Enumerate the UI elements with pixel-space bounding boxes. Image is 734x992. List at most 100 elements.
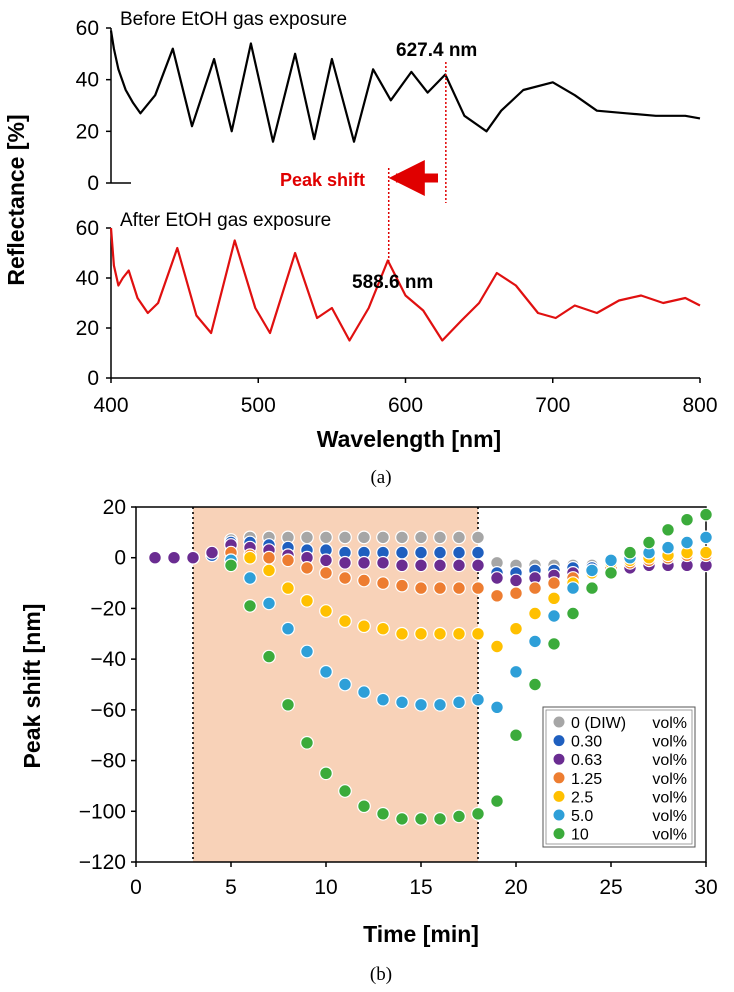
data-point xyxy=(338,555,352,570)
data-point xyxy=(699,530,713,545)
data-point xyxy=(262,649,276,664)
data-point xyxy=(338,571,352,585)
data-point xyxy=(186,550,200,565)
legend: 0 (DIW) vol% 0.30 vol% 0.63 vol% 1.25 vol% 2.5 vo… xyxy=(542,706,696,848)
legend-marker xyxy=(552,715,566,729)
data-point xyxy=(623,545,637,560)
b-x-tick-label: 0 xyxy=(130,876,142,899)
data-point xyxy=(414,530,428,545)
data-point xyxy=(414,697,428,712)
legend-label: 5.0 xyxy=(571,808,593,825)
legend-marker xyxy=(552,771,566,785)
data-point xyxy=(452,530,466,545)
peak-shift-annotation: Peak shift xyxy=(280,170,365,190)
data-point xyxy=(699,545,713,560)
data-point xyxy=(509,573,523,588)
data-point xyxy=(281,621,295,636)
a-y-tick-label: 60 xyxy=(76,17,99,40)
data-point xyxy=(528,581,542,595)
data-point xyxy=(319,664,333,679)
legend-marker xyxy=(552,789,566,803)
data-point xyxy=(300,735,314,750)
data-point xyxy=(452,558,466,573)
data-point xyxy=(243,599,257,613)
data-point xyxy=(490,794,504,808)
data-point xyxy=(452,695,466,710)
data-point xyxy=(376,806,390,821)
b-y-tick-label: −80 xyxy=(90,750,126,773)
data-point xyxy=(319,553,333,568)
a-x-tick-label: 400 xyxy=(93,394,128,417)
after-spectrum-line xyxy=(109,227,701,342)
data-point xyxy=(452,545,466,560)
b-x-tick-label: 25 xyxy=(599,876,622,899)
a-y-tick-label: 0 xyxy=(87,367,99,390)
data-point xyxy=(471,558,485,573)
data-point xyxy=(433,812,447,826)
data-point xyxy=(357,573,371,588)
b-y-tick-label: −100 xyxy=(79,800,126,823)
peak-after-label: 588.6 nm xyxy=(352,272,433,293)
data-point xyxy=(471,530,485,545)
a-y-tick-label: 20 xyxy=(76,317,99,340)
data-point xyxy=(566,606,580,621)
data-point xyxy=(357,555,371,570)
legend-unit: vol% xyxy=(652,752,687,769)
data-point xyxy=(376,555,390,570)
data-point xyxy=(604,553,618,568)
data-point xyxy=(319,530,333,545)
data-point xyxy=(433,581,447,595)
data-point xyxy=(471,581,485,595)
a-y-tick-label: 40 xyxy=(76,267,99,290)
a-x-tick-label: 500 xyxy=(241,394,276,417)
b-y-tick-label: −60 xyxy=(90,699,126,722)
data-point xyxy=(376,621,390,636)
b-y-axis-label: Peak shift [nm] xyxy=(19,604,45,769)
a-x-tick-label: 800 xyxy=(682,394,717,417)
legend-marker xyxy=(552,752,566,766)
data-point xyxy=(338,784,352,798)
legend-marker xyxy=(552,734,566,748)
data-point xyxy=(528,606,542,621)
legend-unit: vol% xyxy=(652,789,687,806)
data-point xyxy=(414,581,428,595)
data-point xyxy=(490,639,504,654)
data-point xyxy=(319,766,333,781)
b-x-tick-label: 5 xyxy=(225,876,237,899)
data-point xyxy=(433,530,447,545)
data-point xyxy=(376,576,390,590)
b-y-tick-label: −40 xyxy=(90,648,126,671)
legend-unit: vol% xyxy=(652,771,687,788)
data-point xyxy=(490,571,504,585)
data-point xyxy=(395,695,409,710)
data-point xyxy=(509,728,523,743)
data-point xyxy=(376,530,390,545)
series-0-63 xyxy=(148,538,713,588)
legend-unit: vol% xyxy=(652,715,687,732)
legend-unit: vol% xyxy=(652,734,687,751)
data-point xyxy=(433,545,447,560)
data-point xyxy=(414,626,428,641)
b-caption: (b) xyxy=(370,964,392,985)
data-point xyxy=(357,685,371,699)
data-point xyxy=(585,563,599,578)
data-point xyxy=(376,692,390,707)
b-y-tick-label: 0 xyxy=(114,547,126,570)
a-x-tick-label: 600 xyxy=(388,394,423,417)
b-x-tick-label: 20 xyxy=(504,876,527,899)
data-point xyxy=(243,550,257,565)
legend-label: 2.5 xyxy=(571,789,593,806)
series-10 xyxy=(224,507,713,826)
data-point xyxy=(357,530,371,545)
legend-marker xyxy=(552,808,566,822)
data-point xyxy=(395,530,409,545)
after-curve-label: After EtOH gas exposure xyxy=(120,210,331,231)
legend-inner-border xyxy=(545,709,693,845)
legend-label: 0.30 xyxy=(571,734,602,751)
b-x-axis-label: Time [min] xyxy=(363,921,479,947)
data-point xyxy=(167,550,181,565)
data-point xyxy=(471,692,485,707)
b-y-tick-label: −20 xyxy=(90,597,126,620)
